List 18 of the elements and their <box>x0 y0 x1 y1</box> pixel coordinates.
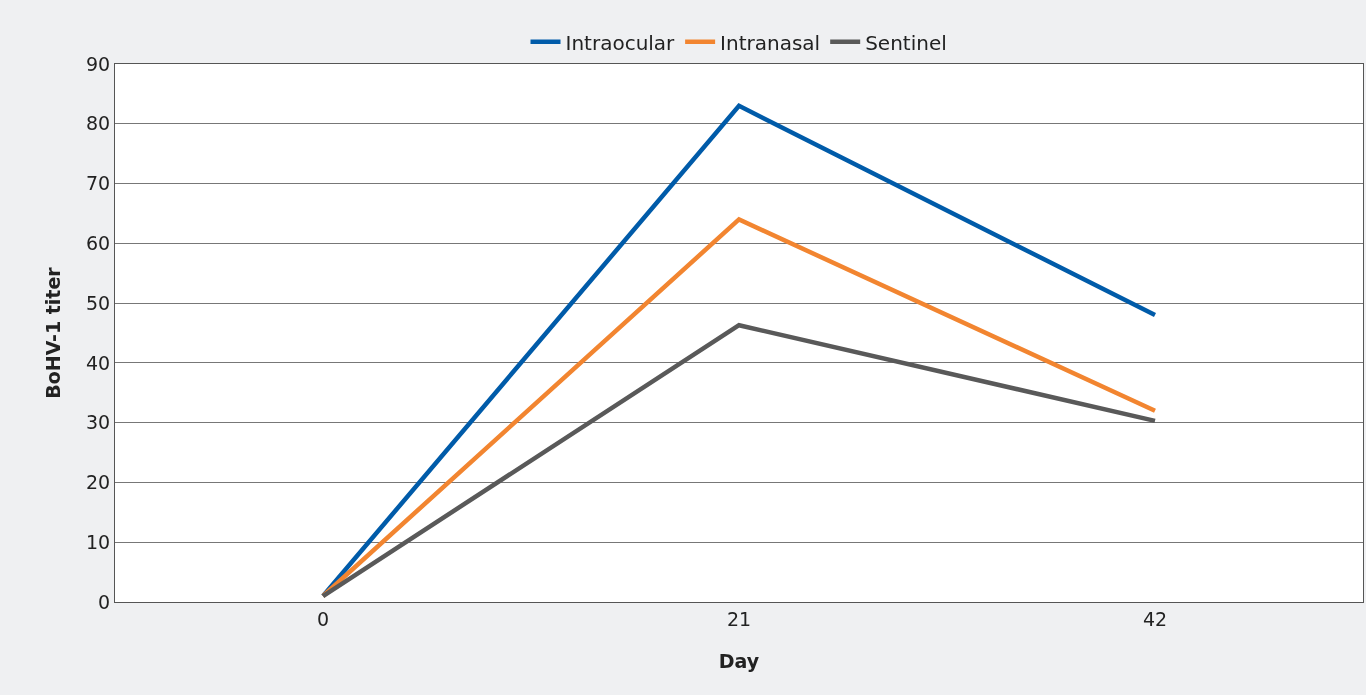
y-tick-label: 50 <box>86 291 111 314</box>
y-tick-label: 30 <box>86 411 111 434</box>
legend-label: Intraocular <box>565 30 676 55</box>
y-tick-label: 0 <box>98 590 111 613</box>
x-axis-title: Day <box>718 649 760 672</box>
x-tick-label: 21 <box>726 607 752 630</box>
y-tick-label: 90 <box>86 52 111 75</box>
x-tick-label: 0 <box>316 607 330 630</box>
y-tick-label: 80 <box>86 112 111 135</box>
y-axis-title: BoHV-1 titer <box>41 266 64 399</box>
y-tick-label: 60 <box>86 231 111 254</box>
legend-label: Sentinel <box>865 30 947 55</box>
legend-label: Intranasal <box>720 30 821 55</box>
y-tick-label: 10 <box>86 530 111 553</box>
y-tick-label: 70 <box>86 172 111 195</box>
y-tick-label: 20 <box>86 471 111 494</box>
x-tick-label: 42 <box>1142 607 1168 630</box>
y-tick-label: 40 <box>86 351 111 374</box>
